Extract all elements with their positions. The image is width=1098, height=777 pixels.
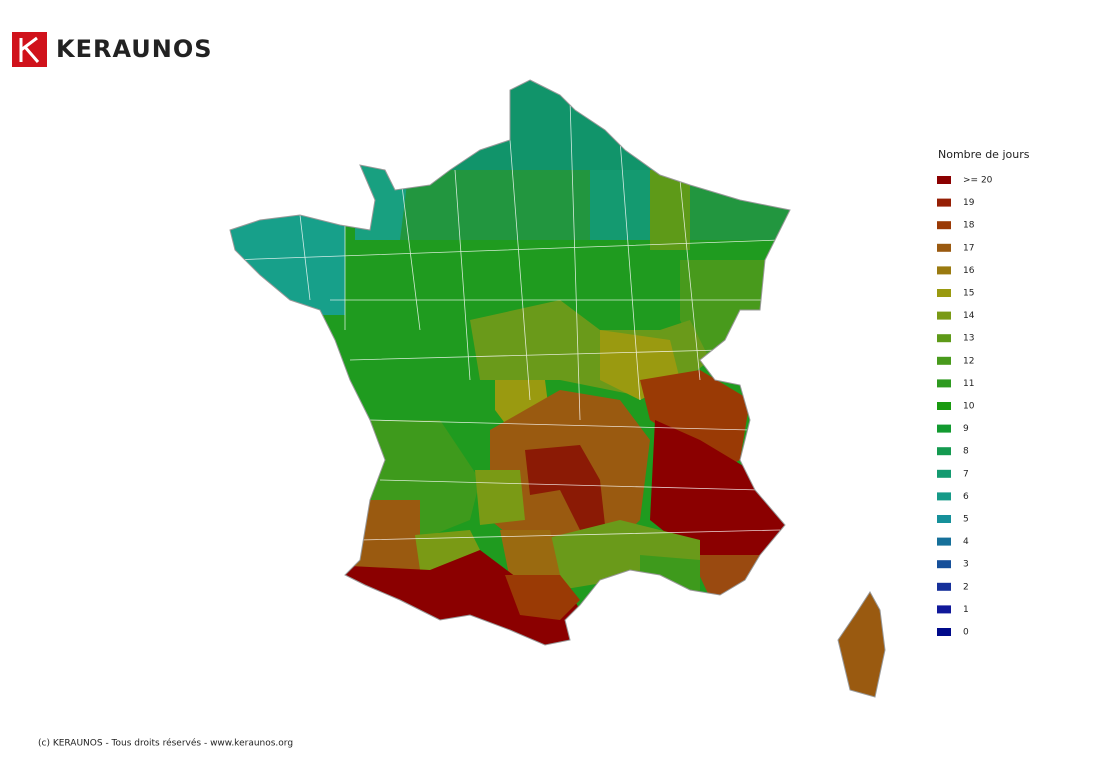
map-corsica bbox=[837, 591, 886, 698]
logo-icon bbox=[12, 32, 47, 67]
legend-label: 3 bbox=[963, 560, 969, 570]
legend-label: 17 bbox=[963, 243, 974, 253]
legend-swatch bbox=[937, 176, 951, 184]
footer: (c) KERAUNOS - Tous droits réservés - ww… bbox=[38, 738, 293, 749]
legend-swatch bbox=[937, 537, 951, 546]
legend-label: 12 bbox=[963, 356, 974, 366]
legend-swatch bbox=[937, 582, 951, 591]
legend-label: 15 bbox=[963, 289, 974, 299]
legend-label: 8 bbox=[963, 447, 969, 457]
legend-swatch bbox=[937, 356, 951, 365]
legend-label: 7 bbox=[963, 469, 969, 479]
legend-label: 1 bbox=[963, 605, 969, 615]
legend-swatch bbox=[937, 402, 951, 410]
legend-label: 6 bbox=[963, 492, 969, 502]
legend-swatch bbox=[937, 198, 951, 207]
map-mainland bbox=[230, 80, 790, 645]
brand: KERAUNOS bbox=[56, 35, 213, 63]
legend-swatch bbox=[937, 628, 951, 636]
legend-label: 4 bbox=[963, 537, 969, 547]
legend-label: 16 bbox=[963, 266, 975, 276]
legend-label: 14 bbox=[963, 311, 975, 321]
legend-label: 10 bbox=[963, 402, 975, 412]
legend-title: Nombre de jours bbox=[938, 148, 1030, 161]
legend-label: 0 bbox=[963, 628, 969, 638]
legend-swatch bbox=[937, 311, 951, 320]
legend-swatch bbox=[937, 379, 951, 388]
legend-label: 19 bbox=[963, 198, 975, 208]
legend-swatch bbox=[937, 515, 951, 523]
legend-swatch bbox=[937, 469, 951, 478]
legend-label: 11 bbox=[963, 379, 974, 389]
legend-label: 13 bbox=[963, 334, 974, 344]
map-outline bbox=[229, 79, 791, 646]
legend-label: >= 20 bbox=[963, 176, 993, 186]
logo-k bbox=[19, 36, 40, 63]
legend-swatch bbox=[937, 289, 951, 297]
legend-label: 18 bbox=[963, 221, 975, 231]
legend-label: 5 bbox=[963, 515, 969, 525]
legend-swatch bbox=[937, 243, 951, 252]
legend-swatch bbox=[937, 221, 951, 230]
legend-swatch bbox=[937, 560, 951, 569]
legend-swatch bbox=[937, 492, 951, 501]
legend-swatch bbox=[937, 334, 951, 343]
legend-swatch bbox=[937, 424, 951, 433]
legend-swatch bbox=[937, 447, 951, 456]
legend-label: 2 bbox=[963, 582, 969, 592]
legend-swatch bbox=[937, 605, 951, 614]
legend-swatch bbox=[937, 266, 951, 275]
legend-label: 9 bbox=[963, 424, 969, 434]
